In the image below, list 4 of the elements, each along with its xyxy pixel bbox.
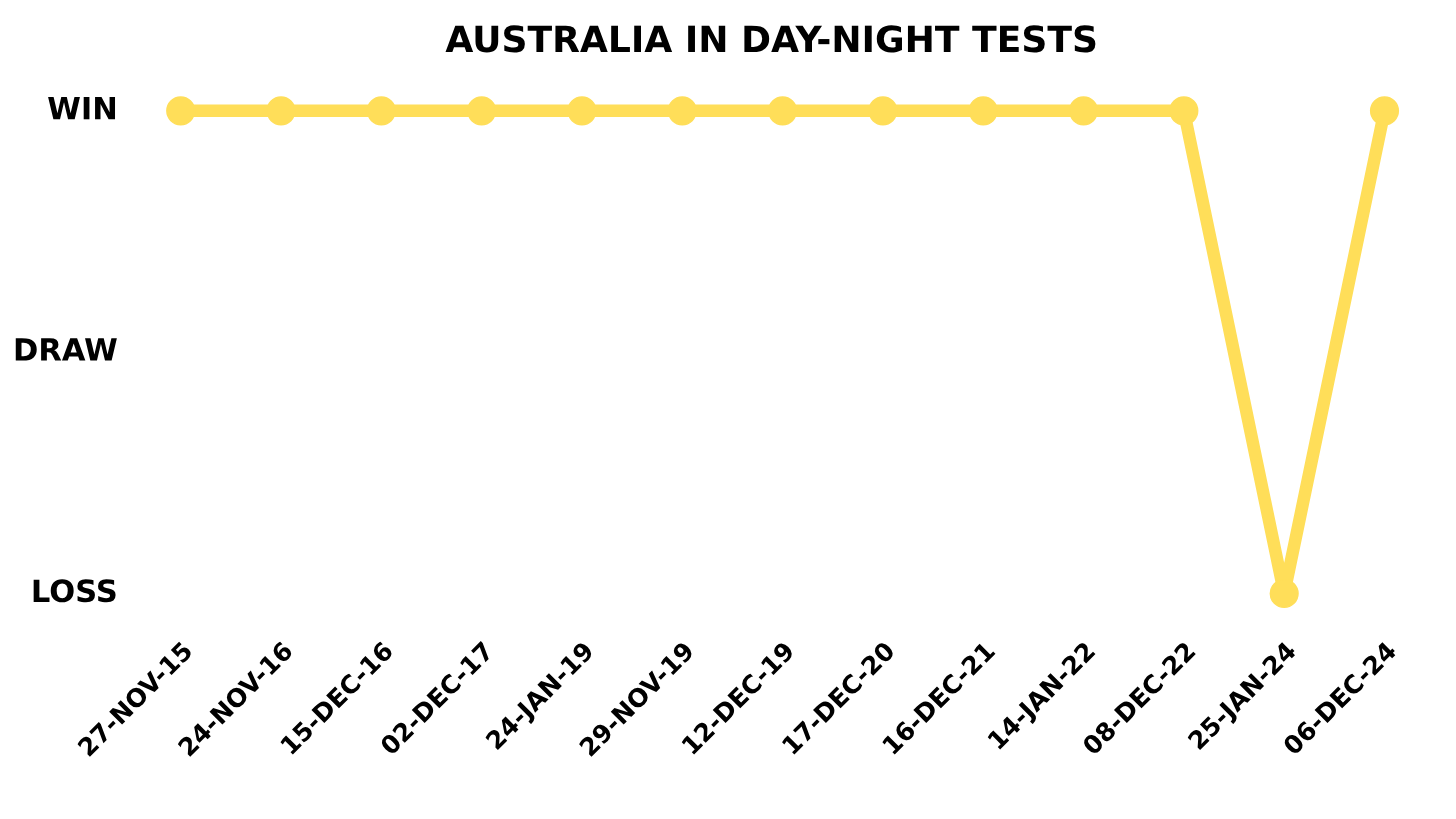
- chart-title: AUSTRALIA IN DAY-NIGHT TESTS: [445, 25, 1096, 53]
- text: WIN: [48, 97, 116, 120]
- text: DRAW: [15, 338, 117, 361]
- text: LOSS: [33, 579, 116, 603]
